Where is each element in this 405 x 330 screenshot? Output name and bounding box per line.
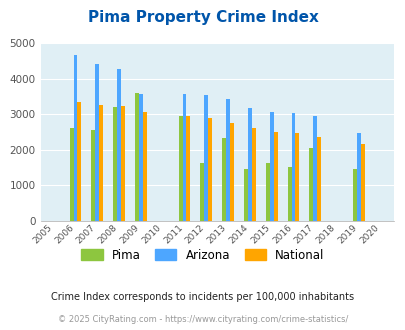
Bar bbox=[200, 163, 204, 221]
Bar bbox=[287, 167, 291, 221]
Bar bbox=[143, 113, 147, 221]
Bar bbox=[291, 114, 295, 221]
Bar bbox=[117, 69, 121, 221]
Bar bbox=[91, 130, 95, 221]
Bar bbox=[73, 55, 77, 221]
Bar bbox=[182, 94, 186, 221]
Text: Crime Index corresponds to incidents per 100,000 inhabitants: Crime Index corresponds to incidents per… bbox=[51, 292, 354, 302]
Bar bbox=[186, 116, 190, 221]
Bar bbox=[121, 106, 125, 221]
Bar bbox=[95, 64, 99, 221]
Bar bbox=[265, 163, 269, 221]
Bar bbox=[226, 99, 230, 221]
Bar bbox=[273, 132, 277, 221]
Bar bbox=[113, 107, 117, 221]
Bar bbox=[135, 93, 139, 221]
Bar bbox=[77, 102, 81, 221]
Bar bbox=[243, 169, 247, 221]
Bar bbox=[99, 105, 103, 221]
Bar bbox=[178, 116, 182, 221]
Bar bbox=[230, 123, 233, 221]
Bar bbox=[69, 128, 73, 221]
Bar bbox=[204, 95, 208, 221]
Text: © 2025 CityRating.com - https://www.cityrating.com/crime-statistics/: © 2025 CityRating.com - https://www.city… bbox=[58, 315, 347, 324]
Bar bbox=[356, 133, 360, 221]
Bar bbox=[208, 118, 212, 221]
Bar bbox=[352, 169, 356, 221]
Bar bbox=[139, 93, 143, 221]
Bar bbox=[269, 113, 273, 221]
Bar bbox=[295, 133, 298, 221]
Bar bbox=[222, 138, 226, 221]
Bar bbox=[251, 128, 255, 221]
Bar bbox=[313, 115, 317, 221]
Text: Pima Property Crime Index: Pima Property Crime Index bbox=[87, 10, 318, 25]
Legend: Pima, Arizona, National: Pima, Arizona, National bbox=[77, 244, 328, 266]
Bar bbox=[317, 137, 320, 221]
Bar bbox=[360, 145, 364, 221]
Bar bbox=[247, 108, 251, 221]
Bar bbox=[309, 148, 313, 221]
